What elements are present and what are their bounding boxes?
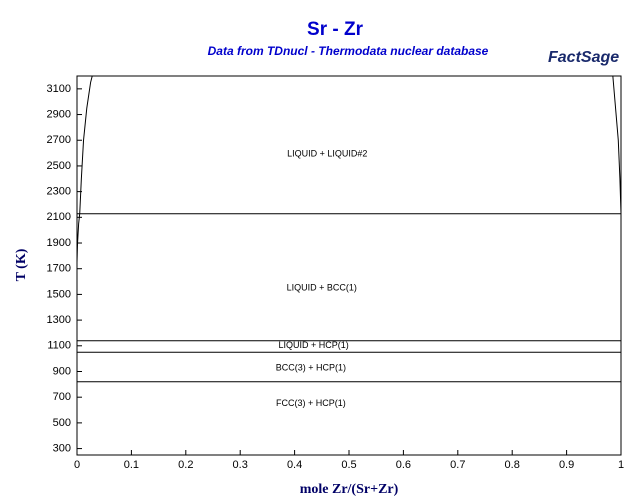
x-tick-label: 0.3 (233, 459, 248, 471)
x-tick-label: 0 (74, 459, 80, 471)
phase-label: LIQUID + LIQUID#2 (287, 149, 367, 159)
y-tick-label: 700 (53, 391, 71, 403)
y-tick-label: 3100 (47, 83, 71, 95)
y-tick-label: 2900 (47, 108, 71, 120)
y-tick-label: 2700 (47, 134, 71, 146)
phase-label: BCC(3) + HCP(1) (276, 363, 346, 373)
y-tick-label: 1300 (47, 314, 71, 326)
x-tick-label: 0.9 (559, 459, 574, 471)
x-axis-label: mole Zr/(Sr+Zr) (300, 482, 399, 497)
y-tick-label: 1900 (47, 237, 71, 249)
x-tick-label: 0.4 (287, 459, 302, 471)
chart-title: Sr - Zr (307, 19, 364, 40)
y-tick-label: 1700 (47, 263, 71, 275)
x-tick-label: 0.1 (124, 459, 139, 471)
y-tick-label: 300 (53, 442, 71, 454)
x-tick-label: 0.5 (341, 459, 356, 471)
x-tick-label: 1 (618, 459, 624, 471)
chart-subtitle: Data from TDnucl - Thermodata nuclear da… (208, 44, 489, 58)
x-tick-label: 0.7 (450, 459, 465, 471)
x-tick-label: 0.2 (178, 459, 193, 471)
phase-boundary (612, 75, 622, 214)
phase-label: FCC(3) + HCP(1) (276, 398, 346, 408)
y-tick-label: 2500 (47, 160, 71, 172)
x-tick-label: 0.8 (505, 459, 520, 471)
y-tick-label: 900 (53, 365, 71, 377)
y-tick-label: 500 (53, 417, 71, 429)
y-tick-label: 1100 (47, 340, 71, 352)
logo: FactSage (548, 49, 619, 66)
y-tick-label: 2100 (47, 211, 71, 223)
plot-frame (76, 75, 622, 456)
phase-label: LIQUID + HCP(1) (279, 340, 349, 350)
phase-boundary (76, 75, 93, 263)
y-axis-label: T (K) (14, 248, 29, 281)
phase-label: LIQUID + BCC(1) (287, 282, 357, 292)
x-tick-label: 0.6 (396, 459, 411, 471)
y-tick-label: 1500 (47, 288, 71, 300)
y-tick-label: 2300 (47, 186, 71, 198)
